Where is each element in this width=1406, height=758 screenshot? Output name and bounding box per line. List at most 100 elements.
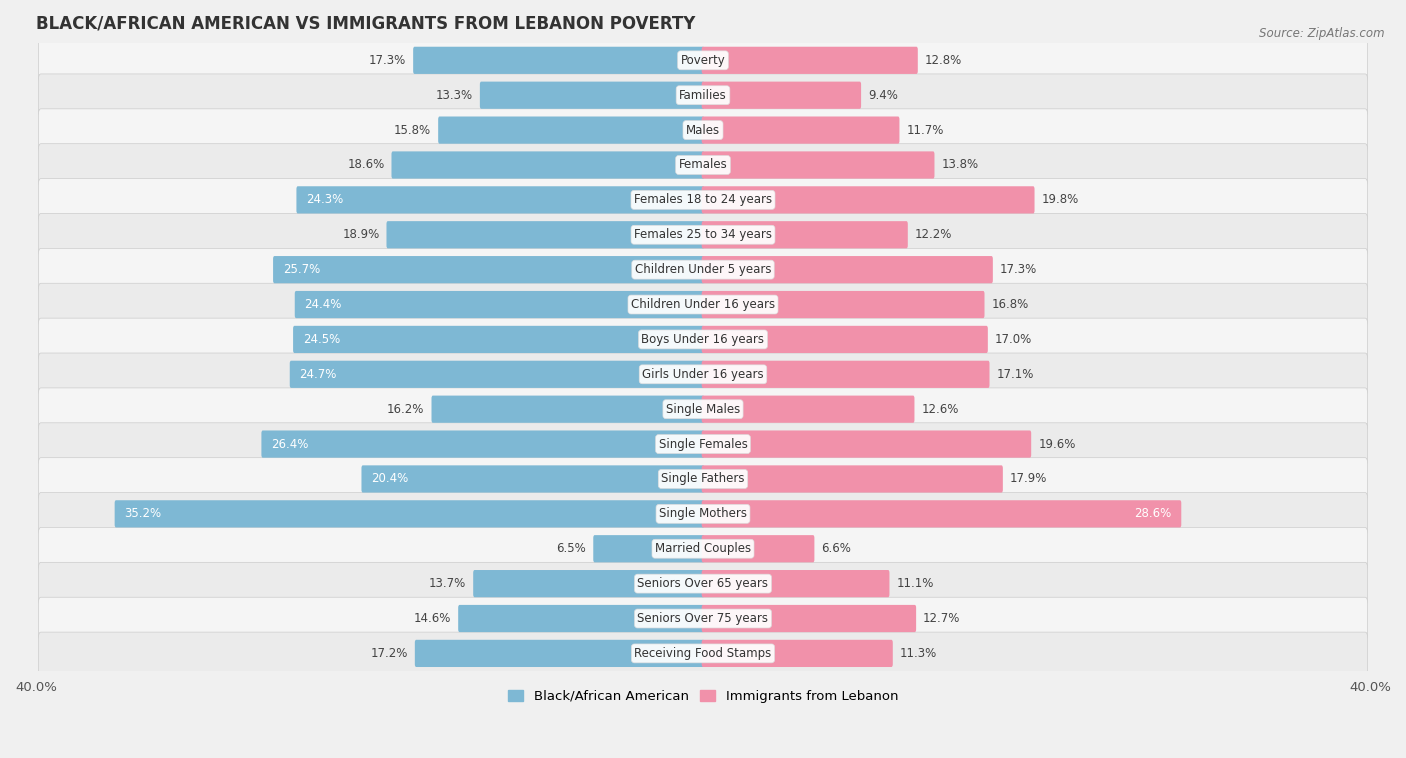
FancyBboxPatch shape xyxy=(38,632,1368,675)
FancyBboxPatch shape xyxy=(702,361,990,388)
Text: Boys Under 16 years: Boys Under 16 years xyxy=(641,333,765,346)
Text: 26.4%: 26.4% xyxy=(271,437,308,450)
FancyBboxPatch shape xyxy=(38,214,1368,256)
Text: 18.6%: 18.6% xyxy=(347,158,384,171)
FancyBboxPatch shape xyxy=(702,117,900,144)
FancyBboxPatch shape xyxy=(38,493,1368,535)
FancyBboxPatch shape xyxy=(38,388,1368,431)
FancyBboxPatch shape xyxy=(458,605,704,632)
Text: 19.8%: 19.8% xyxy=(1042,193,1078,206)
FancyBboxPatch shape xyxy=(702,500,1181,528)
FancyBboxPatch shape xyxy=(115,500,704,528)
Text: 12.7%: 12.7% xyxy=(924,612,960,625)
FancyBboxPatch shape xyxy=(702,465,1002,493)
Text: 28.6%: 28.6% xyxy=(1135,507,1171,520)
Legend: Black/African American, Immigrants from Lebanon: Black/African American, Immigrants from … xyxy=(502,684,904,708)
FancyBboxPatch shape xyxy=(38,597,1368,640)
Text: 11.1%: 11.1% xyxy=(897,577,934,590)
Text: Married Couples: Married Couples xyxy=(655,542,751,556)
FancyBboxPatch shape xyxy=(702,570,890,597)
Text: BLACK/AFRICAN AMERICAN VS IMMIGRANTS FROM LEBANON POVERTY: BLACK/AFRICAN AMERICAN VS IMMIGRANTS FRO… xyxy=(37,15,696,33)
FancyBboxPatch shape xyxy=(38,74,1368,117)
FancyBboxPatch shape xyxy=(295,291,704,318)
FancyBboxPatch shape xyxy=(391,152,704,179)
Text: 12.2%: 12.2% xyxy=(915,228,952,241)
Text: Females: Females xyxy=(679,158,727,171)
FancyBboxPatch shape xyxy=(273,256,704,283)
Text: 11.7%: 11.7% xyxy=(907,124,943,136)
Text: 17.1%: 17.1% xyxy=(997,368,1033,381)
FancyBboxPatch shape xyxy=(415,640,704,667)
FancyBboxPatch shape xyxy=(474,570,704,597)
FancyBboxPatch shape xyxy=(38,423,1368,465)
FancyBboxPatch shape xyxy=(702,326,988,353)
Text: Children Under 16 years: Children Under 16 years xyxy=(631,298,775,311)
FancyBboxPatch shape xyxy=(38,39,1368,82)
Text: 12.8%: 12.8% xyxy=(925,54,962,67)
FancyBboxPatch shape xyxy=(439,117,704,144)
Text: Seniors Over 65 years: Seniors Over 65 years xyxy=(637,577,769,590)
Text: Females 18 to 24 years: Females 18 to 24 years xyxy=(634,193,772,206)
Text: 24.3%: 24.3% xyxy=(307,193,343,206)
Text: Single Females: Single Females xyxy=(658,437,748,450)
Text: Females 25 to 34 years: Females 25 to 34 years xyxy=(634,228,772,241)
FancyBboxPatch shape xyxy=(38,318,1368,361)
FancyBboxPatch shape xyxy=(702,396,914,423)
Text: 25.7%: 25.7% xyxy=(283,263,321,276)
FancyBboxPatch shape xyxy=(702,152,935,179)
FancyBboxPatch shape xyxy=(292,326,704,353)
FancyBboxPatch shape xyxy=(593,535,704,562)
Text: 16.8%: 16.8% xyxy=(991,298,1029,311)
Text: Males: Males xyxy=(686,124,720,136)
FancyBboxPatch shape xyxy=(432,396,704,423)
Text: Seniors Over 75 years: Seniors Over 75 years xyxy=(637,612,769,625)
Text: Girls Under 16 years: Girls Under 16 years xyxy=(643,368,763,381)
Text: 17.9%: 17.9% xyxy=(1010,472,1047,485)
Text: 24.7%: 24.7% xyxy=(299,368,337,381)
FancyBboxPatch shape xyxy=(38,528,1368,570)
FancyBboxPatch shape xyxy=(702,605,917,632)
FancyBboxPatch shape xyxy=(38,109,1368,152)
FancyBboxPatch shape xyxy=(38,283,1368,326)
Text: 9.4%: 9.4% xyxy=(868,89,898,102)
Text: 6.6%: 6.6% xyxy=(821,542,851,556)
Text: 16.2%: 16.2% xyxy=(387,402,425,415)
Text: 24.5%: 24.5% xyxy=(302,333,340,346)
FancyBboxPatch shape xyxy=(38,249,1368,291)
Text: Families: Families xyxy=(679,89,727,102)
Text: 20.4%: 20.4% xyxy=(371,472,408,485)
FancyBboxPatch shape xyxy=(38,562,1368,605)
FancyBboxPatch shape xyxy=(413,47,704,74)
FancyBboxPatch shape xyxy=(702,186,1035,214)
Text: 12.6%: 12.6% xyxy=(921,402,959,415)
Text: Source: ZipAtlas.com: Source: ZipAtlas.com xyxy=(1260,27,1385,39)
FancyBboxPatch shape xyxy=(479,82,704,109)
FancyBboxPatch shape xyxy=(38,353,1368,396)
FancyBboxPatch shape xyxy=(702,221,908,249)
Text: Single Mothers: Single Mothers xyxy=(659,507,747,520)
Text: 6.5%: 6.5% xyxy=(557,542,586,556)
Text: 17.0%: 17.0% xyxy=(995,333,1032,346)
FancyBboxPatch shape xyxy=(702,47,918,74)
FancyBboxPatch shape xyxy=(702,535,814,562)
FancyBboxPatch shape xyxy=(38,458,1368,500)
FancyBboxPatch shape xyxy=(702,82,860,109)
FancyBboxPatch shape xyxy=(387,221,704,249)
Text: 35.2%: 35.2% xyxy=(124,507,162,520)
Text: 18.9%: 18.9% xyxy=(342,228,380,241)
Text: 14.6%: 14.6% xyxy=(413,612,451,625)
FancyBboxPatch shape xyxy=(702,431,1031,458)
Text: 15.8%: 15.8% xyxy=(394,124,432,136)
Text: Single Fathers: Single Fathers xyxy=(661,472,745,485)
FancyBboxPatch shape xyxy=(361,465,704,493)
Text: Receiving Food Stamps: Receiving Food Stamps xyxy=(634,647,772,660)
FancyBboxPatch shape xyxy=(702,256,993,283)
Text: 19.6%: 19.6% xyxy=(1038,437,1076,450)
Text: 24.4%: 24.4% xyxy=(305,298,342,311)
FancyBboxPatch shape xyxy=(262,431,704,458)
Text: 13.3%: 13.3% xyxy=(436,89,472,102)
Text: 11.3%: 11.3% xyxy=(900,647,936,660)
Text: 17.3%: 17.3% xyxy=(368,54,406,67)
FancyBboxPatch shape xyxy=(38,179,1368,221)
Text: Children Under 5 years: Children Under 5 years xyxy=(634,263,772,276)
